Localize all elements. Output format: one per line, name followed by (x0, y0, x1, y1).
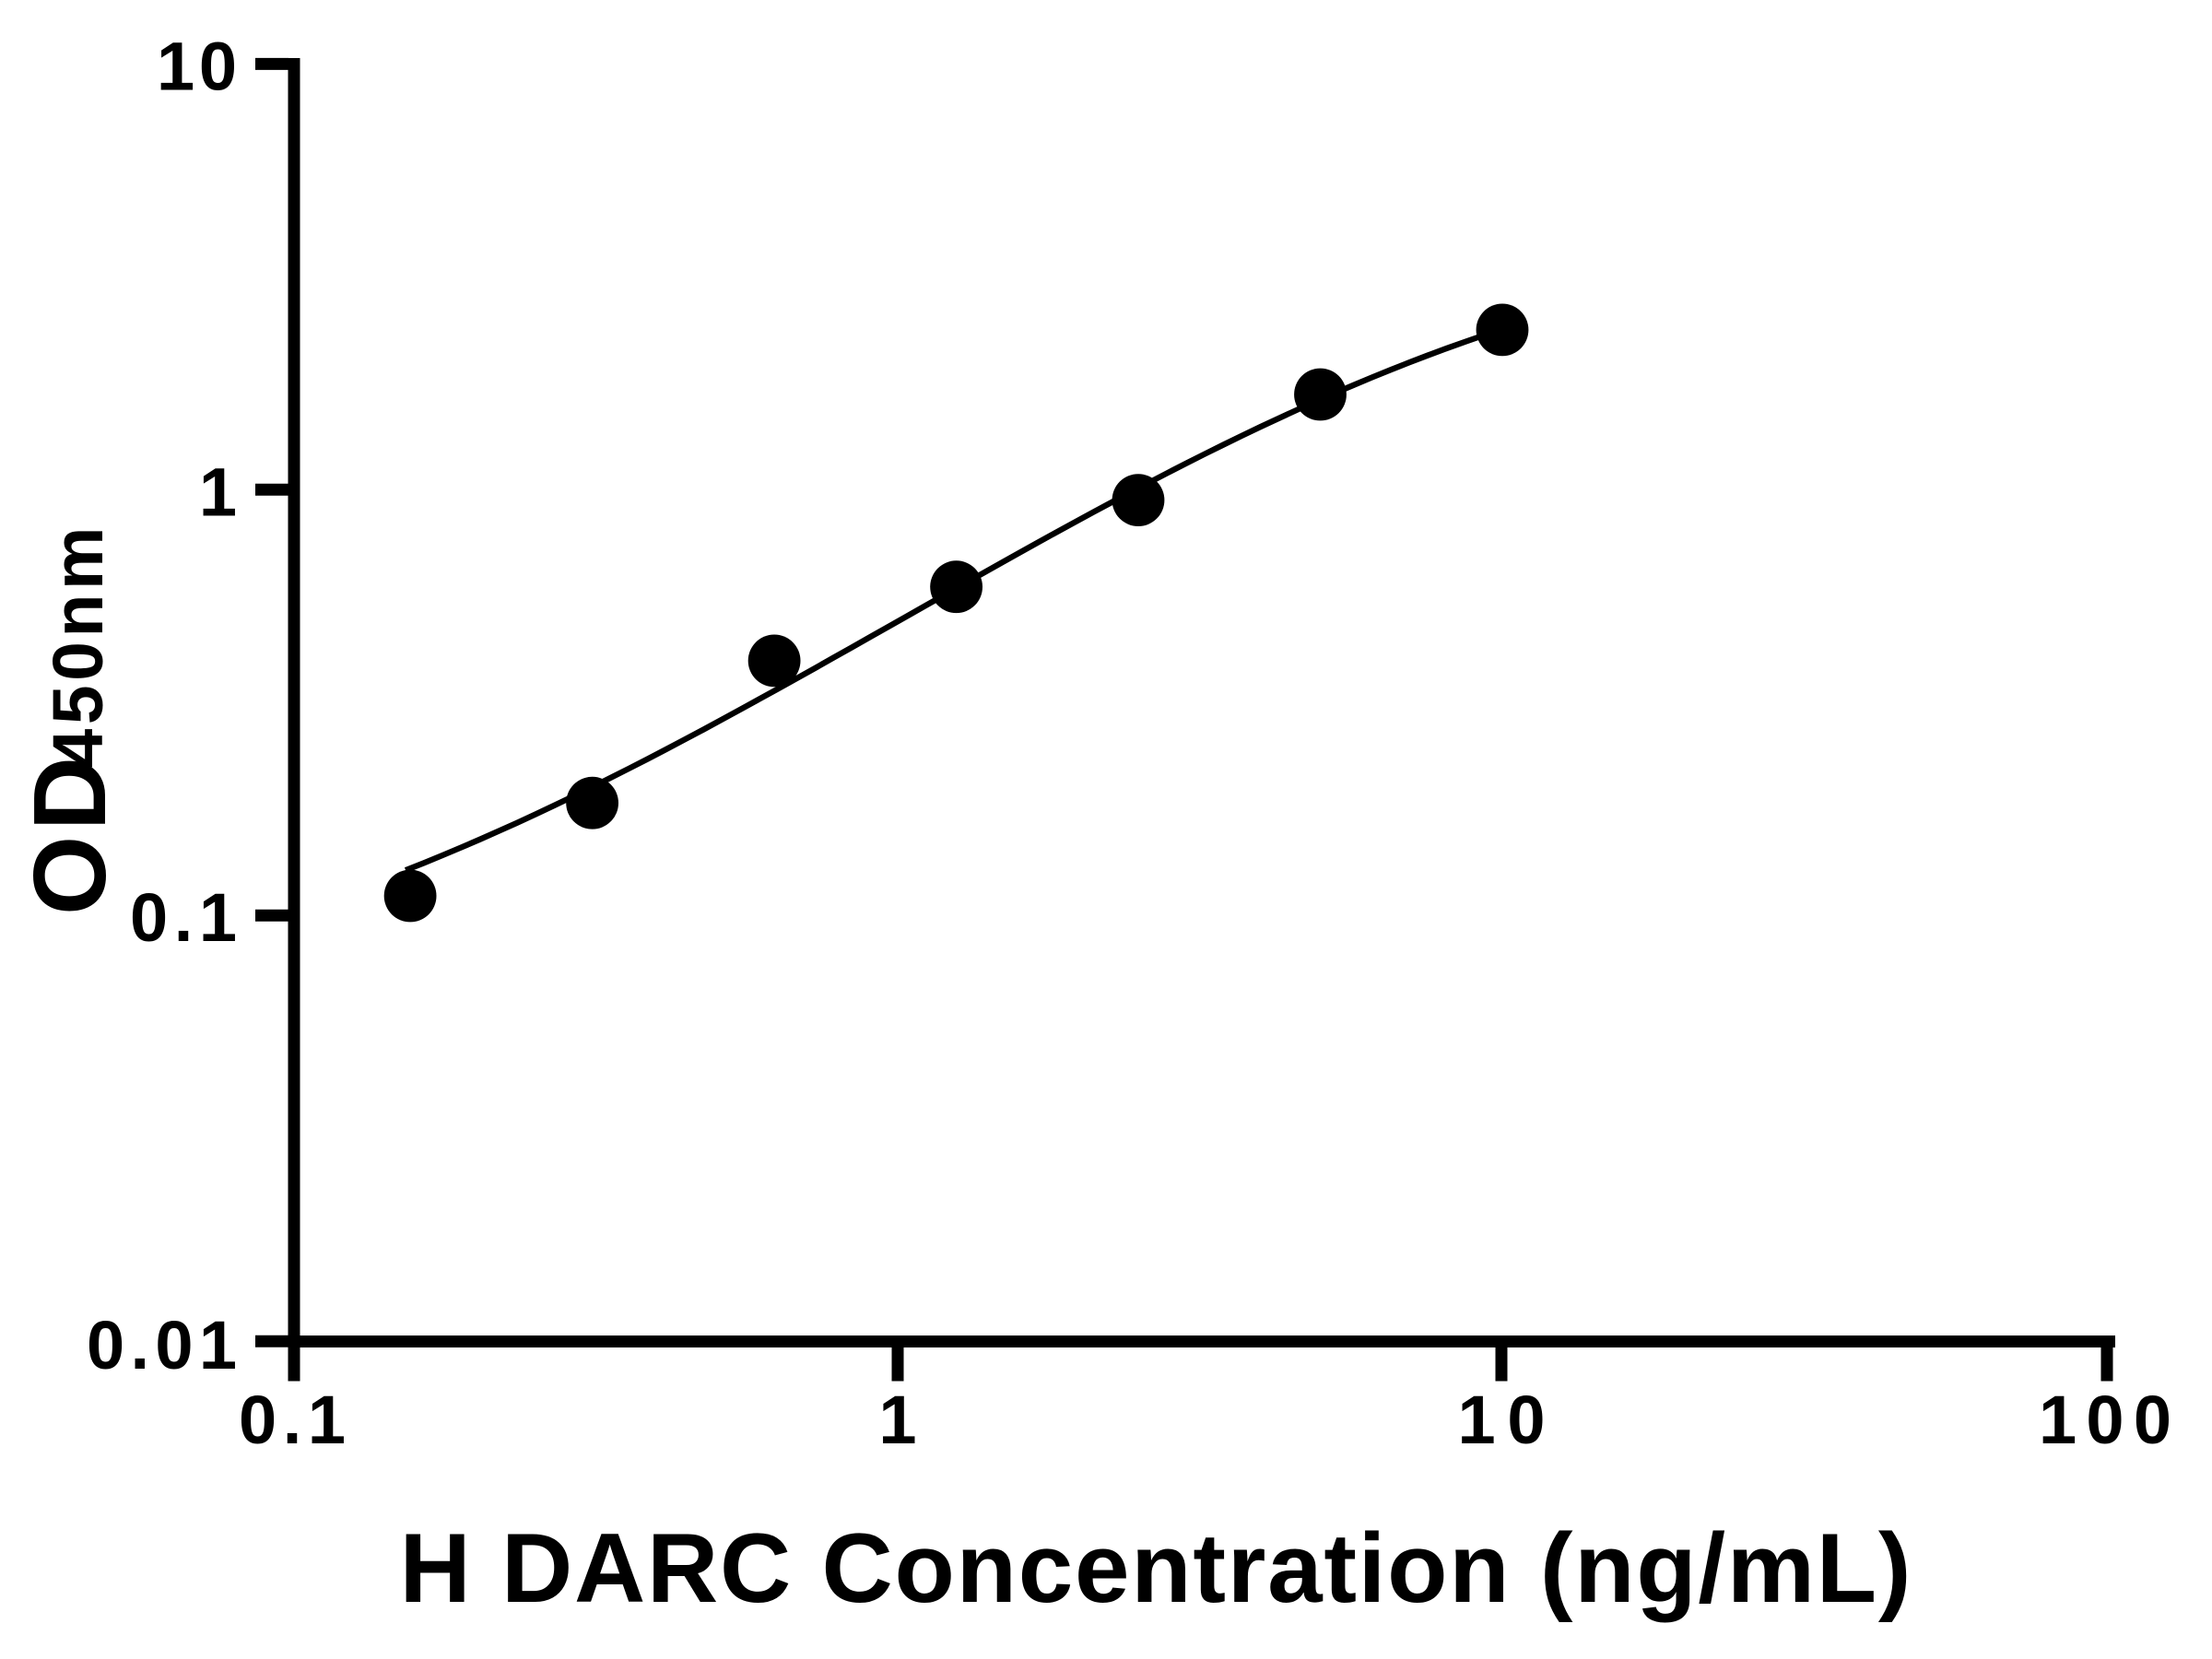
svg-text:1: 1 (878, 1382, 916, 1458)
svg-text:0.1: 0.1 (130, 879, 237, 956)
svg-text:450nm: 450nm (39, 527, 118, 769)
svg-text:100: 100 (2039, 1382, 2171, 1458)
svg-text:H DARC Concentration (ng/mL): H DARC Concentration (ng/mL) (400, 1512, 1912, 1623)
svg-text:OD: OD (13, 757, 127, 915)
svg-text:1: 1 (199, 453, 237, 530)
svg-text:0.01: 0.01 (87, 1307, 237, 1383)
svg-text:0.1: 0.1 (239, 1382, 346, 1458)
